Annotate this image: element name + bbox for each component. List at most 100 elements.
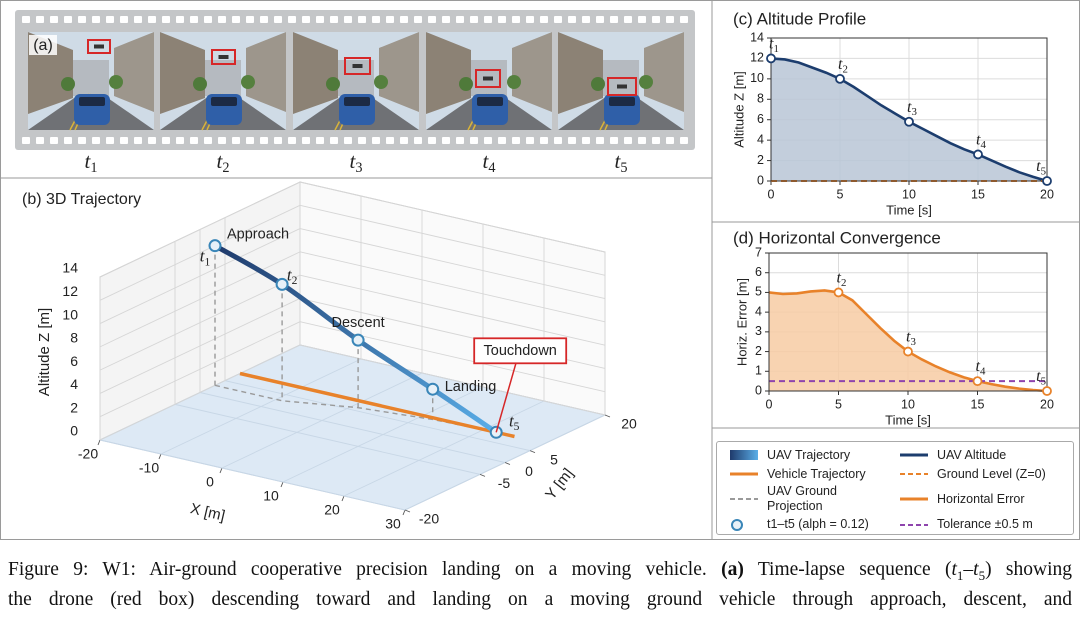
legend-entry: Ground Level (Z=0) — [899, 465, 1079, 484]
y-tick-label: 1 — [755, 364, 762, 378]
y-tick-label: 8 — [757, 92, 764, 106]
photo-building — [558, 32, 603, 114]
x-tick-label: 0 — [768, 187, 775, 201]
photo-car-window — [211, 97, 237, 106]
photo-building — [73, 60, 109, 96]
photo-building — [114, 32, 154, 112]
legend-label: Tolerance ±0.5 m — [937, 517, 1033, 532]
x-tick-label: 15 — [971, 397, 985, 411]
sprocket-hole — [610, 137, 618, 144]
tick-mark — [280, 481, 284, 488]
marker — [426, 382, 440, 396]
sprocket-hole — [204, 16, 212, 23]
legend-swatch — [900, 523, 928, 526]
z-tick-label: 2 — [70, 399, 78, 415]
chart-title: (b) 3D Trajectory — [22, 191, 141, 208]
marker — [208, 239, 222, 253]
photo-building — [379, 32, 419, 112]
photo-building — [246, 32, 286, 112]
drone-box — [87, 39, 111, 54]
sprocket-hole — [274, 16, 282, 23]
point-label-var: t — [287, 265, 293, 284]
grid-line — [299, 228, 606, 300]
sprocket-hole — [148, 16, 156, 23]
x-tick-label: 0 — [766, 397, 773, 411]
tick-mark — [97, 439, 101, 446]
grid-line — [99, 181, 301, 278]
sprocket-hole — [484, 137, 492, 144]
frame-label: t4 — [483, 149, 496, 176]
photo-tree — [109, 75, 123, 89]
drone-box — [607, 77, 637, 96]
grid-line — [99, 228, 301, 324]
point-label-var: t — [509, 411, 515, 430]
frame-label-var: t — [350, 149, 357, 173]
frame-label-var: t — [85, 149, 92, 173]
z-tick-label: 12 — [62, 283, 78, 299]
frame-label-sub: 4 — [488, 160, 495, 176]
point-label-sub: 3 — [911, 336, 917, 348]
point-label: t1 — [769, 35, 779, 54]
annotation-leader — [495, 362, 517, 433]
photo-car-window — [79, 97, 105, 106]
x-tick-label: 5 — [837, 187, 844, 201]
y-tick-label: 10 — [750, 71, 764, 85]
chart-title: (d) Horizontal Convergence — [733, 228, 941, 247]
caption-math: t — [951, 559, 957, 580]
marker — [833, 287, 844, 298]
point-label-sub: 2 — [841, 276, 846, 288]
y-tick-label: 2 — [757, 153, 764, 167]
label-bg — [29, 35, 57, 55]
y-tick-label: 7 — [755, 245, 762, 259]
sprocket-hole — [414, 16, 422, 23]
annotation: Approach — [227, 226, 289, 242]
sprocket-hole — [22, 137, 30, 144]
marker — [904, 116, 914, 127]
legend-label: UAV Ground Projection — [767, 484, 837, 514]
sprocket-hole — [372, 16, 380, 23]
sprocket-hole — [582, 16, 590, 23]
caption-math-sub: 5 — [978, 567, 986, 583]
sprocket-hole — [652, 137, 660, 144]
frame-label-sub: 1 — [90, 160, 97, 176]
photo-tree — [326, 77, 340, 91]
sprocket-hole — [106, 137, 114, 144]
point-label-var: t — [838, 56, 843, 73]
photo-car-window — [609, 97, 635, 106]
y-tick-label: 5 — [550, 451, 558, 467]
x-axis-label: Time [s] — [885, 412, 931, 427]
grid-line — [99, 439, 406, 511]
z-tick-label: 8 — [70, 330, 78, 346]
photo-tree — [591, 77, 605, 91]
photo-drone — [218, 55, 229, 59]
y-axis-label: Y [m] — [542, 465, 577, 503]
sprocket-hole — [176, 137, 184, 144]
point-label-sub: 1 — [774, 42, 779, 54]
sprocket-hole — [484, 16, 492, 23]
sprocket-hole — [596, 137, 604, 144]
point-label-var: t — [769, 35, 774, 52]
sprocket-hole — [204, 137, 212, 144]
tick-mark — [158, 453, 162, 460]
x-tick-label: 20 — [324, 502, 340, 518]
legend-entry: UAV Trajectory — [729, 446, 899, 465]
sprocket-hole — [344, 16, 352, 23]
marker — [1042, 176, 1052, 186]
frame-label-sub: 3 — [355, 160, 362, 176]
point-label-sub: 5 — [1041, 165, 1047, 177]
y-tick-label: 6 — [757, 112, 764, 126]
sprocket-hole — [638, 16, 646, 23]
photo-building — [205, 60, 241, 96]
caption-line: the drone (red box) descending toward an… — [8, 586, 1072, 614]
x-tick-label: -20 — [78, 446, 98, 462]
photo-tree — [193, 77, 207, 91]
photo-tree — [459, 77, 473, 91]
sprocket-hole — [386, 16, 394, 23]
sprocket-hole — [400, 137, 408, 144]
point-label: t4 — [976, 131, 986, 150]
grid-line — [299, 204, 606, 276]
tick-mark — [219, 467, 223, 474]
y-tick-label: 2 — [755, 344, 762, 358]
sprocket-hole — [526, 16, 534, 23]
